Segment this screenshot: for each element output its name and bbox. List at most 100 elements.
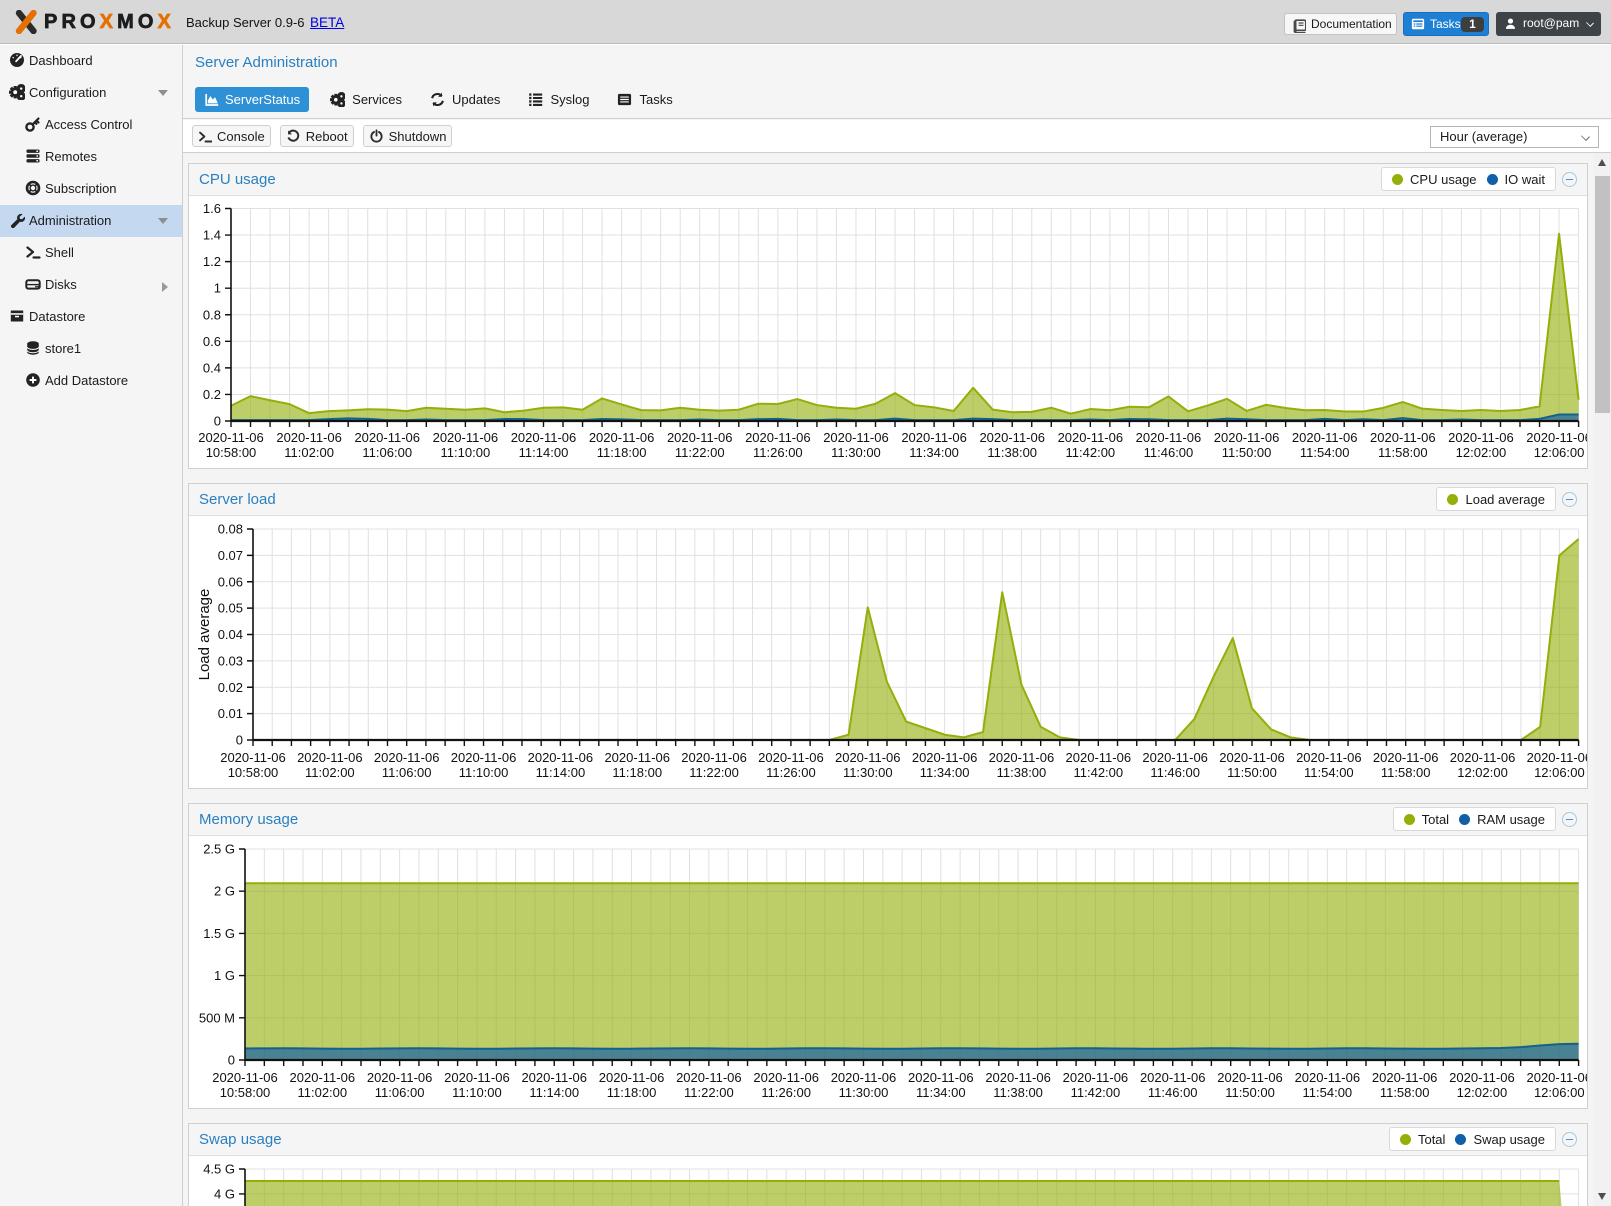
svg-text:12:06:00: 12:06:00	[1534, 445, 1585, 460]
svg-text:4 G: 4 G	[214, 1186, 235, 1201]
svg-text:2020-11-06: 2020-11-06	[1449, 1070, 1515, 1085]
svg-text:2020-11-06: 2020-11-06	[1373, 750, 1439, 765]
svg-text:12:06:00: 12:06:00	[1534, 1085, 1585, 1100]
svg-text:2020-11-06: 2020-11-06	[758, 750, 824, 765]
svg-text:0: 0	[236, 733, 243, 748]
svg-text:2020-11-06: 2020-11-06	[290, 1070, 356, 1085]
svg-text:500 M: 500 M	[199, 1010, 235, 1025]
svg-text:11:26:00: 11:26:00	[761, 1085, 811, 1100]
svg-text:0.6: 0.6	[203, 334, 221, 349]
svg-text:11:50:00: 11:50:00	[1227, 765, 1277, 780]
svg-text:2020-11-06: 2020-11-06	[1527, 750, 1587, 765]
svg-text:1.2: 1.2	[203, 254, 221, 269]
svg-text:2020-11-06: 2020-11-06	[589, 430, 655, 445]
svg-text:11:50:00: 11:50:00	[1225, 1085, 1275, 1100]
svg-text:0.07: 0.07	[218, 548, 243, 563]
svg-text:2020-11-06: 2020-11-06	[1372, 1070, 1438, 1085]
svg-text:11:30:00: 11:30:00	[843, 765, 893, 780]
svg-text:12:02:00: 12:02:00	[1457, 765, 1508, 780]
svg-text:4.5 G: 4.5 G	[203, 1162, 235, 1177]
svg-text:0.03: 0.03	[218, 653, 243, 668]
svg-text:0.01: 0.01	[218, 706, 243, 721]
svg-text:11:42:00: 11:42:00	[1066, 445, 1116, 460]
svg-text:0.8: 0.8	[203, 307, 221, 322]
svg-text:11:54:00: 11:54:00	[1304, 765, 1354, 780]
svg-text:2020-11-06: 2020-11-06	[1142, 750, 1208, 765]
svg-text:2020-11-06: 2020-11-06	[1526, 1070, 1587, 1085]
svg-text:11:02:00: 11:02:00	[305, 765, 355, 780]
svg-text:11:10:00: 11:10:00	[459, 765, 509, 780]
svg-text:2020-11-06: 2020-11-06	[1370, 430, 1436, 445]
svg-text:2020-11-06: 2020-11-06	[1066, 750, 1132, 765]
svg-text:0.02: 0.02	[218, 680, 243, 695]
svg-text:11:30:00: 11:30:00	[831, 445, 881, 460]
svg-text:11:06:00: 11:06:00	[375, 1085, 425, 1100]
svg-text:0.2: 0.2	[203, 387, 221, 402]
svg-text:11:58:00: 11:58:00	[1381, 765, 1431, 780]
svg-text:11:14:00: 11:14:00	[519, 445, 569, 460]
svg-text:11:06:00: 11:06:00	[382, 765, 432, 780]
svg-text:11:14:00: 11:14:00	[529, 1085, 579, 1100]
svg-text:11:22:00: 11:22:00	[689, 765, 739, 780]
svg-text:2020-11-06: 2020-11-06	[681, 750, 747, 765]
svg-text:11:38:00: 11:38:00	[993, 1085, 1043, 1100]
svg-text:11:58:00: 11:58:00	[1378, 445, 1428, 460]
svg-text:11:30:00: 11:30:00	[839, 1085, 889, 1100]
svg-text:2.5 G: 2.5 G	[203, 842, 235, 857]
svg-text:11:54:00: 11:54:00	[1303, 1085, 1353, 1100]
svg-text:11:06:00: 11:06:00	[362, 445, 412, 460]
svg-text:2020-11-06: 2020-11-06	[1296, 750, 1362, 765]
svg-text:11:34:00: 11:34:00	[909, 445, 959, 460]
svg-text:2020-11-06: 2020-11-06	[745, 430, 811, 445]
svg-text:1: 1	[214, 281, 221, 296]
svg-text:2020-11-06: 2020-11-06	[367, 1070, 433, 1085]
svg-text:0.06: 0.06	[218, 574, 243, 589]
svg-text:2020-11-06: 2020-11-06	[831, 1070, 897, 1085]
svg-text:2020-11-06: 2020-11-06	[823, 430, 889, 445]
svg-text:11:02:00: 11:02:00	[297, 1085, 347, 1100]
svg-text:11:46:00: 11:46:00	[1150, 765, 1200, 780]
svg-text:2020-11-06: 2020-11-06	[989, 750, 1055, 765]
svg-text:2020-11-06: 2020-11-06	[220, 750, 286, 765]
svg-text:11:50:00: 11:50:00	[1222, 445, 1272, 460]
svg-text:2020-11-06: 2020-11-06	[354, 430, 420, 445]
svg-text:2020-11-06: 2020-11-06	[979, 430, 1045, 445]
svg-text:11:34:00: 11:34:00	[920, 765, 970, 780]
svg-text:11:42:00: 11:42:00	[1071, 1085, 1121, 1100]
svg-text:2020-11-06: 2020-11-06	[444, 1070, 510, 1085]
svg-text:1 G: 1 G	[214, 968, 235, 983]
svg-text:2020-11-06: 2020-11-06	[1214, 430, 1280, 445]
svg-text:2020-11-06: 2020-11-06	[212, 1070, 278, 1085]
svg-text:11:14:00: 11:14:00	[536, 765, 586, 780]
svg-text:11:26:00: 11:26:00	[766, 765, 816, 780]
svg-text:1.6: 1.6	[203, 201, 221, 216]
svg-text:1.4: 1.4	[203, 228, 221, 243]
svg-text:11:22:00: 11:22:00	[675, 445, 725, 460]
svg-text:2020-11-06: 2020-11-06	[604, 750, 670, 765]
svg-text:11:46:00: 11:46:00	[1148, 1085, 1198, 1100]
svg-text:2020-11-06: 2020-11-06	[1063, 1070, 1129, 1085]
svg-text:10:58:00: 10:58:00	[206, 445, 257, 460]
svg-text:11:42:00: 11:42:00	[1073, 765, 1123, 780]
svg-text:0.4: 0.4	[203, 360, 221, 375]
svg-text:10:58:00: 10:58:00	[228, 765, 279, 780]
svg-text:2020-11-06: 2020-11-06	[1058, 430, 1124, 445]
svg-text:2020-11-06: 2020-11-06	[676, 1070, 742, 1085]
svg-text:11:10:00: 11:10:00	[452, 1085, 502, 1100]
svg-text:2020-11-06: 2020-11-06	[451, 750, 517, 765]
svg-text:2020-11-06: 2020-11-06	[276, 430, 342, 445]
svg-text:2020-11-06: 2020-11-06	[901, 430, 967, 445]
svg-text:11:10:00: 11:10:00	[441, 445, 491, 460]
svg-text:2020-11-06: 2020-11-06	[374, 750, 440, 765]
svg-text:2020-11-06: 2020-11-06	[667, 430, 733, 445]
svg-text:2020-11-06: 2020-11-06	[1292, 430, 1358, 445]
svg-text:11:22:00: 11:22:00	[684, 1085, 734, 1100]
svg-text:Load average: Load average	[196, 589, 213, 681]
svg-text:11:38:00: 11:38:00	[987, 445, 1037, 460]
svg-text:2020-11-06: 2020-11-06	[908, 1070, 974, 1085]
svg-text:2020-11-06: 2020-11-06	[1140, 1070, 1206, 1085]
svg-text:2020-11-06: 2020-11-06	[521, 1070, 587, 1085]
svg-text:2020-11-06: 2020-11-06	[1219, 750, 1285, 765]
svg-text:2020-11-06: 2020-11-06	[985, 1070, 1051, 1085]
svg-text:11:18:00: 11:18:00	[607, 1085, 657, 1100]
